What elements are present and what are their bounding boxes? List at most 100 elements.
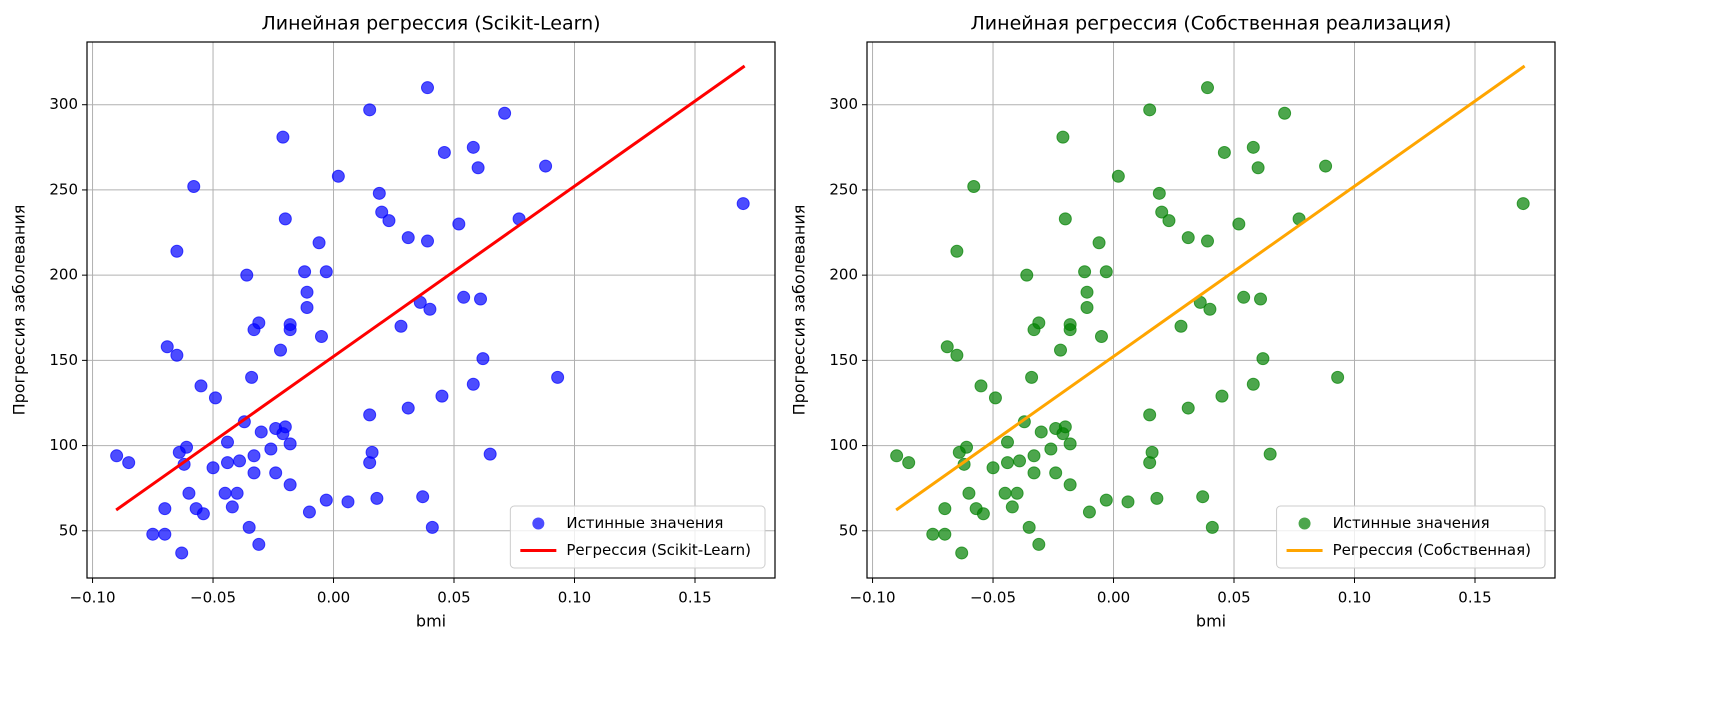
regression-line	[115, 64, 746, 512]
scatter-point	[401, 401, 415, 415]
scatter-point	[283, 323, 297, 337]
legend-label: Истинные значения	[566, 514, 723, 532]
scatter-point	[247, 449, 261, 463]
scatter-point	[423, 302, 437, 316]
scatter-point	[1181, 401, 1195, 415]
scatter-point	[1020, 268, 1034, 282]
scatter-point	[1143, 103, 1157, 117]
scatter-point	[1000, 435, 1014, 449]
scatter-point	[180, 440, 194, 454]
scatter-point	[457, 290, 471, 304]
legend: Истинные значения Регрессия (Собственная)	[1276, 505, 1546, 569]
scatter-point	[1331, 370, 1345, 384]
scatter-point	[375, 205, 389, 219]
scatter-point	[312, 236, 326, 250]
legend-box	[509, 505, 766, 569]
scatter-point	[314, 330, 328, 344]
y-tick-label: 200	[829, 266, 858, 284]
scatter-point	[1217, 145, 1231, 159]
scatter-point	[940, 340, 954, 354]
scatter-point	[950, 348, 964, 362]
scatter-point	[394, 319, 408, 333]
y-axis-label: Прогрессия заболевания	[10, 205, 29, 416]
scatter-point	[421, 81, 435, 95]
scatter-point	[225, 500, 239, 514]
scatter-point	[1174, 319, 1188, 333]
scatter-point	[1237, 290, 1251, 304]
scatter-point	[452, 217, 466, 231]
scatter-point	[1099, 265, 1113, 279]
y-tick-label: 150	[829, 351, 858, 369]
scatter-point	[1022, 520, 1036, 534]
scatter-point	[1000, 456, 1014, 470]
scatter-point	[551, 370, 565, 384]
scatter-point	[1143, 408, 1157, 422]
scatter-point	[247, 466, 261, 480]
scatter-point	[146, 527, 160, 541]
scatter-point	[1056, 130, 1070, 144]
scatter-point	[206, 461, 220, 475]
regression-line	[895, 64, 1526, 512]
y-tick-label: 50	[839, 521, 858, 539]
scatter-point	[264, 442, 278, 456]
scatter-point	[1254, 292, 1268, 306]
x-tick-label: −0.10	[850, 589, 896, 607]
scatter-point	[110, 449, 124, 463]
legend-marker	[532, 517, 545, 530]
scatter-point	[1205, 520, 1219, 534]
scatter-point	[1005, 500, 1019, 514]
scatter-point	[382, 214, 396, 228]
x-tick-label: 0.10	[1338, 589, 1371, 607]
scatter-point	[974, 379, 988, 393]
scatter-point	[1082, 505, 1096, 519]
scatter-point	[363, 103, 377, 117]
scatter-point	[160, 340, 174, 354]
scatter-point	[196, 507, 210, 521]
legend-marker	[1298, 517, 1311, 530]
scatter-point	[962, 486, 976, 500]
scatter-point	[269, 466, 283, 480]
scatter-point	[955, 546, 969, 560]
scatter-point	[170, 244, 184, 258]
scatter-point	[1111, 169, 1125, 183]
scatter-point	[319, 493, 333, 507]
x-tick-label: 0.15	[678, 589, 711, 607]
scatter-point	[466, 377, 480, 391]
scatter-point	[170, 348, 184, 362]
scatter-point	[300, 301, 314, 315]
scatter-point	[242, 520, 256, 534]
scatter-point	[254, 425, 268, 439]
scatter-point	[240, 268, 254, 282]
scatter-point	[252, 316, 266, 330]
scatter-point	[122, 456, 136, 470]
scatter-point	[1196, 490, 1210, 504]
scatter-point	[1201, 234, 1215, 248]
scatter-point	[208, 391, 222, 405]
y-tick-label: 50	[59, 521, 78, 539]
scatter-point	[370, 491, 384, 505]
y-tick-label: 100	[829, 436, 858, 454]
scatter-point	[230, 486, 244, 500]
scatter-point	[1121, 495, 1135, 509]
y-tick-label: 250	[829, 180, 858, 198]
y-tick-label: 150	[49, 351, 78, 369]
scatter-point	[245, 370, 259, 384]
scatter-point	[1256, 352, 1270, 366]
scatter-point	[1155, 205, 1169, 219]
scatter-point	[1013, 454, 1027, 468]
scatter-point	[1094, 330, 1108, 344]
scatter-point	[1063, 323, 1077, 337]
x-tick-label: 0.10	[558, 589, 591, 607]
scatter-point	[976, 507, 990, 521]
x-tick-label: −0.10	[70, 589, 116, 607]
x-tick-label: 0.00	[317, 589, 350, 607]
scatter-point	[1044, 442, 1058, 456]
axes-frame	[86, 41, 776, 579]
scatter-point	[1152, 186, 1166, 200]
scatter-point	[1092, 236, 1106, 250]
scatter-point	[902, 456, 916, 470]
scatter-point	[283, 478, 297, 492]
x-axis-label: bmi	[1196, 612, 1226, 631]
